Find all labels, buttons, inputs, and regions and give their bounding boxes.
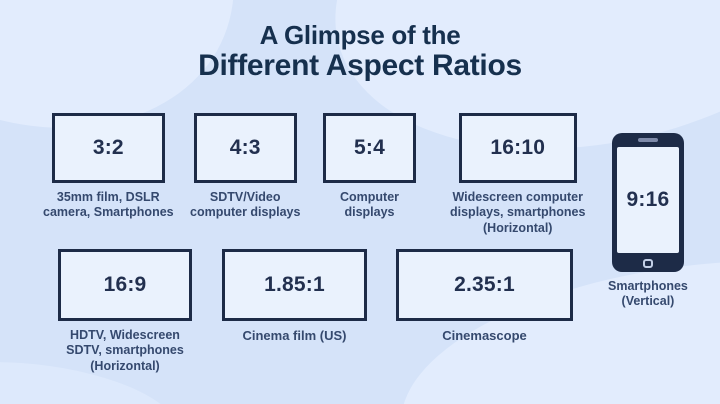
ratio-box-5-4: 5:4	[323, 113, 416, 183]
ratio-label-16-9: 16:9	[103, 273, 147, 296]
ratio-item-3-2: 3:2 35mm film, DSLR camera, Smartphones	[43, 113, 174, 221]
ratio-box-2-35-1: 2.35:1	[396, 249, 573, 321]
ratio-label-3-2: 3:2	[92, 136, 124, 159]
ratio-caption-16-10: Widescreen computer displays, smartphone…	[450, 190, 586, 235]
ratio-label-5-4: 5:4	[354, 136, 385, 159]
ratio-box-4-3: 4:3	[193, 113, 297, 183]
page-title-line2: Different Aspect Ratios	[198, 49, 522, 82]
ratio-box-1-85-1: 1.85:1	[222, 249, 367, 321]
ratio-caption-3-2: 35mm film, DSLR camera, Smartphones	[43, 190, 174, 220]
ratio-caption-1-85-1: Cinema film (US)	[242, 328, 347, 343]
ratio-caption-9-16: Smartphones (Vertical)	[608, 279, 688, 309]
ratio-label-2-35-1: 2.35:1	[454, 273, 515, 296]
phone-illustration: 9:16	[611, 133, 684, 272]
page-title-line1: A Glimpse of the	[259, 20, 461, 50]
ratio-item-9-16: 9:16 Smartphones (Vertical)	[608, 133, 688, 310]
ratio-box-3-2: 3:2	[51, 113, 165, 183]
ratio-box-16-9: 16:9	[58, 249, 192, 321]
ratio-label-16-10: 16:10	[490, 136, 546, 159]
ratio-caption-16-9: HDTV, Widescreen SDTV, smartphones (Hori…	[66, 328, 184, 373]
ratio-label-1-85-1: 1.85:1	[264, 273, 325, 296]
ratio-item-4-3: 4:3 SDTV/Video computer displays	[190, 113, 300, 221]
ratio-label-9-16: 9:16	[626, 188, 670, 211]
ratio-caption-2-35-1: Cinemascope	[442, 328, 527, 343]
ratio-caption-4-3: SDTV/Video computer displays	[190, 190, 301, 220]
phone-home-button-icon	[642, 259, 653, 268]
phone-speaker-icon	[637, 138, 658, 142]
ratio-box-16-10: 16:10	[458, 113, 577, 183]
ratio-item-1-85-1: 1.85:1 Cinema film (US)	[222, 249, 367, 344]
ratio-item-16-10: 16:10 Widescreen computer displays, smar…	[450, 113, 585, 236]
ratio-item-5-4: 5:4 Computer displays	[323, 113, 416, 221]
ratio-item-16-9: 16:9 HDTV, Widescreen SDTV, smartphones …	[58, 249, 192, 374]
ratio-label-4-3: 4:3	[229, 136, 261, 159]
ratio-item-2-35-1: 2.35:1 Cinemascope	[396, 249, 573, 344]
ratio-caption-5-4: Computer displays	[339, 190, 400, 220]
phone-screen: 9:16	[616, 147, 679, 253]
